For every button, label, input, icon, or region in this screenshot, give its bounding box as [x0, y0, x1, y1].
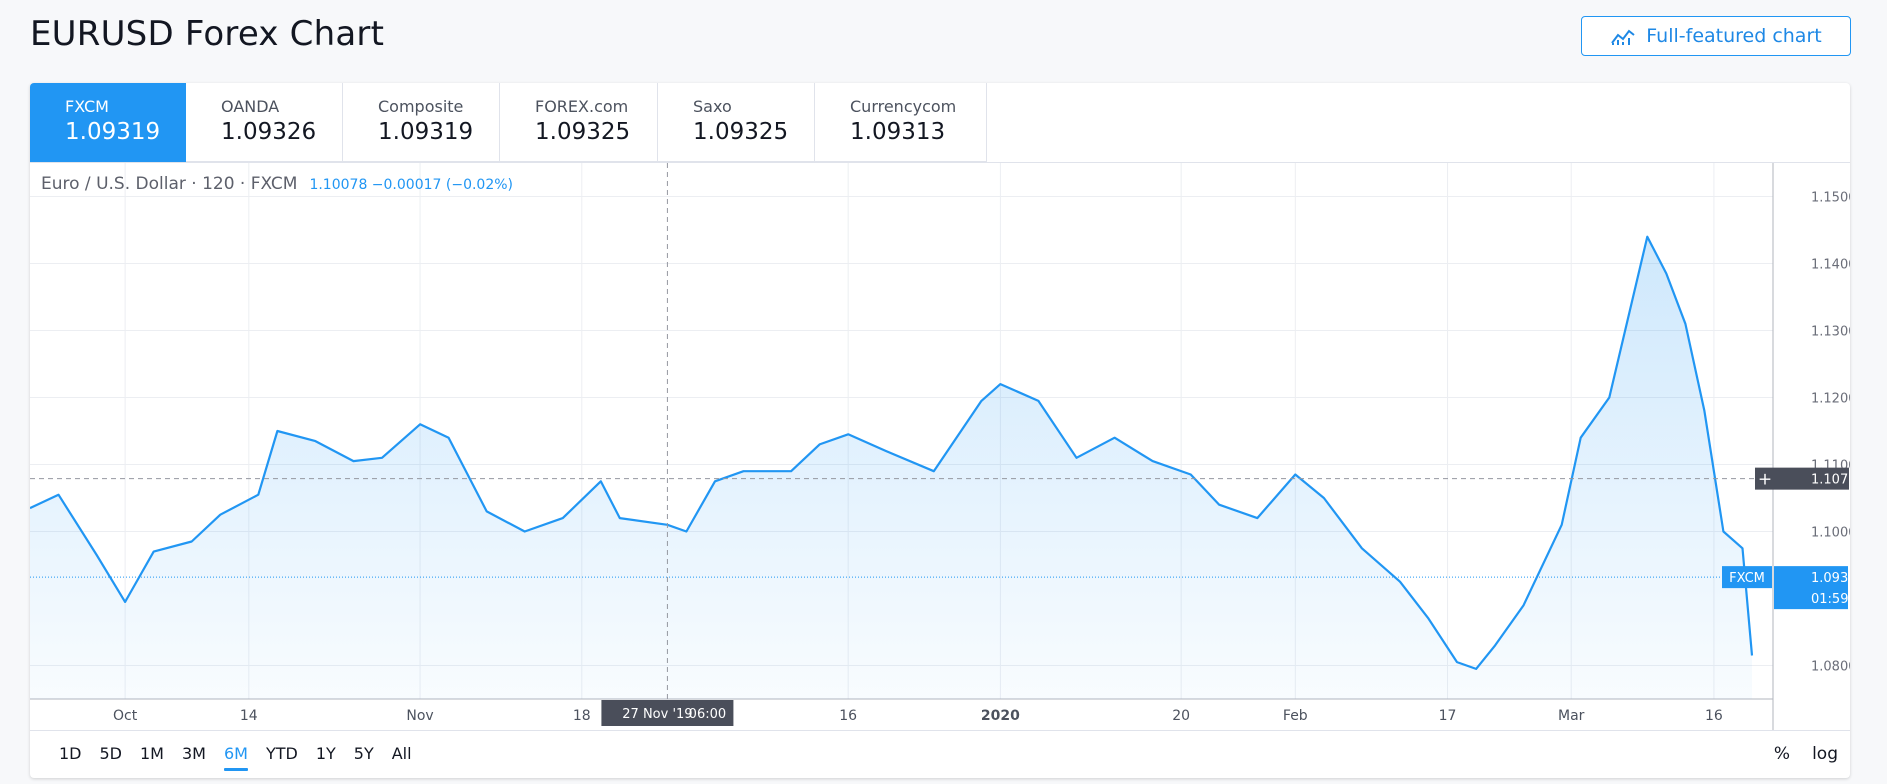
tabs-divider — [30, 162, 1850, 163]
countdown-label: 01:59:13 — [1811, 592, 1850, 607]
range-button-6m[interactable]: 6M — [215, 743, 257, 771]
range-button-1m[interactable]: 1M — [140, 744, 164, 763]
y-tick-label: 1.12000 — [1811, 392, 1850, 407]
range-button-all[interactable]: All — [391, 744, 412, 763]
price-line — [30, 235, 1754, 670]
exchange-tabs: FXCM 1.09319 OANDA 1.09326 Composite 1.0… — [30, 83, 987, 162]
x-tick-label: Feb — [1283, 708, 1308, 724]
tab-price: 1.09325 — [535, 119, 631, 145]
range-buttons: 1D 5D 1M 3M 6M YTD 1Y 5Y All — [50, 743, 421, 771]
y-tick-label: 1.10000 — [1811, 526, 1850, 541]
range-button-ytd[interactable]: YTD — [265, 744, 298, 763]
range-button-3m[interactable]: 3M — [181, 744, 206, 763]
crosshair-date-label: 27 Nov '19 — [622, 707, 692, 722]
log-scale-button[interactable]: log — [1812, 744, 1838, 764]
range-button-1y[interactable]: 1Y — [315, 744, 336, 763]
last-price-label: 1.09319 — [1811, 571, 1850, 586]
price-area-fill — [30, 236, 1752, 699]
crosshair-price-box — [1755, 467, 1849, 490]
tab-forex-com[interactable]: FOREX.com 1.09325 — [500, 83, 658, 162]
tab-name: Composite — [378, 97, 464, 116]
tab-name: Saxo — [693, 97, 732, 116]
tab-currencycom[interactable]: Currencycom 1.09313 — [815, 83, 987, 162]
range-button-5y[interactable]: 5Y — [353, 744, 374, 763]
full-featured-chart-label: Full-featured chart — [1646, 25, 1822, 47]
y-tick-label: 1.15000 — [1811, 191, 1850, 206]
chart-legend: Euro / U.S. Dollar · 120 · FXCM 1.10078 … — [41, 174, 513, 194]
tab-name: FOREX.com — [535, 97, 629, 116]
tab-composite[interactable]: Composite 1.09319 — [343, 83, 500, 162]
range-button-5d[interactable]: 5D — [99, 744, 123, 763]
tab-price: 1.09319 — [65, 119, 161, 145]
x-tick-label: 16 — [1705, 708, 1723, 724]
tab-name: OANDA — [221, 97, 280, 116]
x-tick-label: 16 — [839, 708, 857, 724]
x-tick-label: Nov — [406, 708, 433, 724]
x-tick-label: 17 — [1439, 708, 1457, 724]
tab-name: Currencycom — [850, 97, 957, 116]
tab-fxcm[interactable]: FXCM 1.09319 — [30, 83, 186, 162]
page-title: EURUSD Forex Chart — [30, 14, 385, 54]
bottom-toolbar: 1D 5D 1M 3M 6M YTD 1Y 5Y All % log — [30, 730, 1850, 778]
tab-price: 1.09326 — [221, 119, 317, 145]
tab-saxo[interactable]: Saxo 1.09325 — [658, 83, 815, 162]
tab-oanda[interactable]: OANDA 1.09326 — [186, 83, 343, 162]
last-price-box — [1774, 566, 1848, 610]
chart-trend-icon — [1611, 29, 1635, 45]
crosshair-date-box — [601, 700, 734, 726]
x-tick-label: 18 — [573, 708, 591, 724]
crosshair-price-label: 1.10789 — [1811, 473, 1850, 488]
price-chart[interactable]: 1.150001.140001.130001.120001.110001.100… — [30, 163, 1850, 730]
series-name-label: FXCM — [1729, 571, 1765, 586]
tab-price: 1.09325 — [693, 119, 789, 145]
legend-values: 1.10078 −0.00017 (−0.02%) — [309, 177, 513, 193]
percent-scale-button[interactable]: % — [1773, 744, 1791, 764]
tab-name: FXCM — [65, 97, 109, 116]
x-tick-label: 2020 — [981, 708, 1020, 724]
scale-options: % log — [1774, 743, 1838, 765]
x-tick-label: Mar — [1558, 708, 1585, 724]
x-tick-label: 14 — [240, 708, 258, 724]
crosshair-plus-icon: + — [1758, 470, 1772, 490]
series-name-box — [1722, 566, 1772, 589]
y-tick-label: 1.08000 — [1811, 660, 1850, 675]
tab-price: 1.09319 — [378, 119, 474, 145]
tab-price: 1.09313 — [850, 119, 946, 145]
legend-symbol: Euro / U.S. Dollar · 120 · FXCM — [41, 174, 298, 194]
crosshair-time-label: 06:00 — [689, 707, 726, 722]
y-tick-label: 1.14000 — [1811, 258, 1850, 273]
full-featured-chart-button[interactable]: Full-featured chart — [1581, 16, 1851, 56]
x-tick-label: Oct — [113, 708, 138, 724]
range-button-1d[interactable]: 1D — [59, 744, 82, 763]
chart-card: FXCM 1.09319 OANDA 1.09326 Composite 1.0… — [30, 83, 1850, 778]
y-tick-label: 1.13000 — [1811, 325, 1850, 340]
x-tick-label: 20 — [1172, 708, 1190, 724]
